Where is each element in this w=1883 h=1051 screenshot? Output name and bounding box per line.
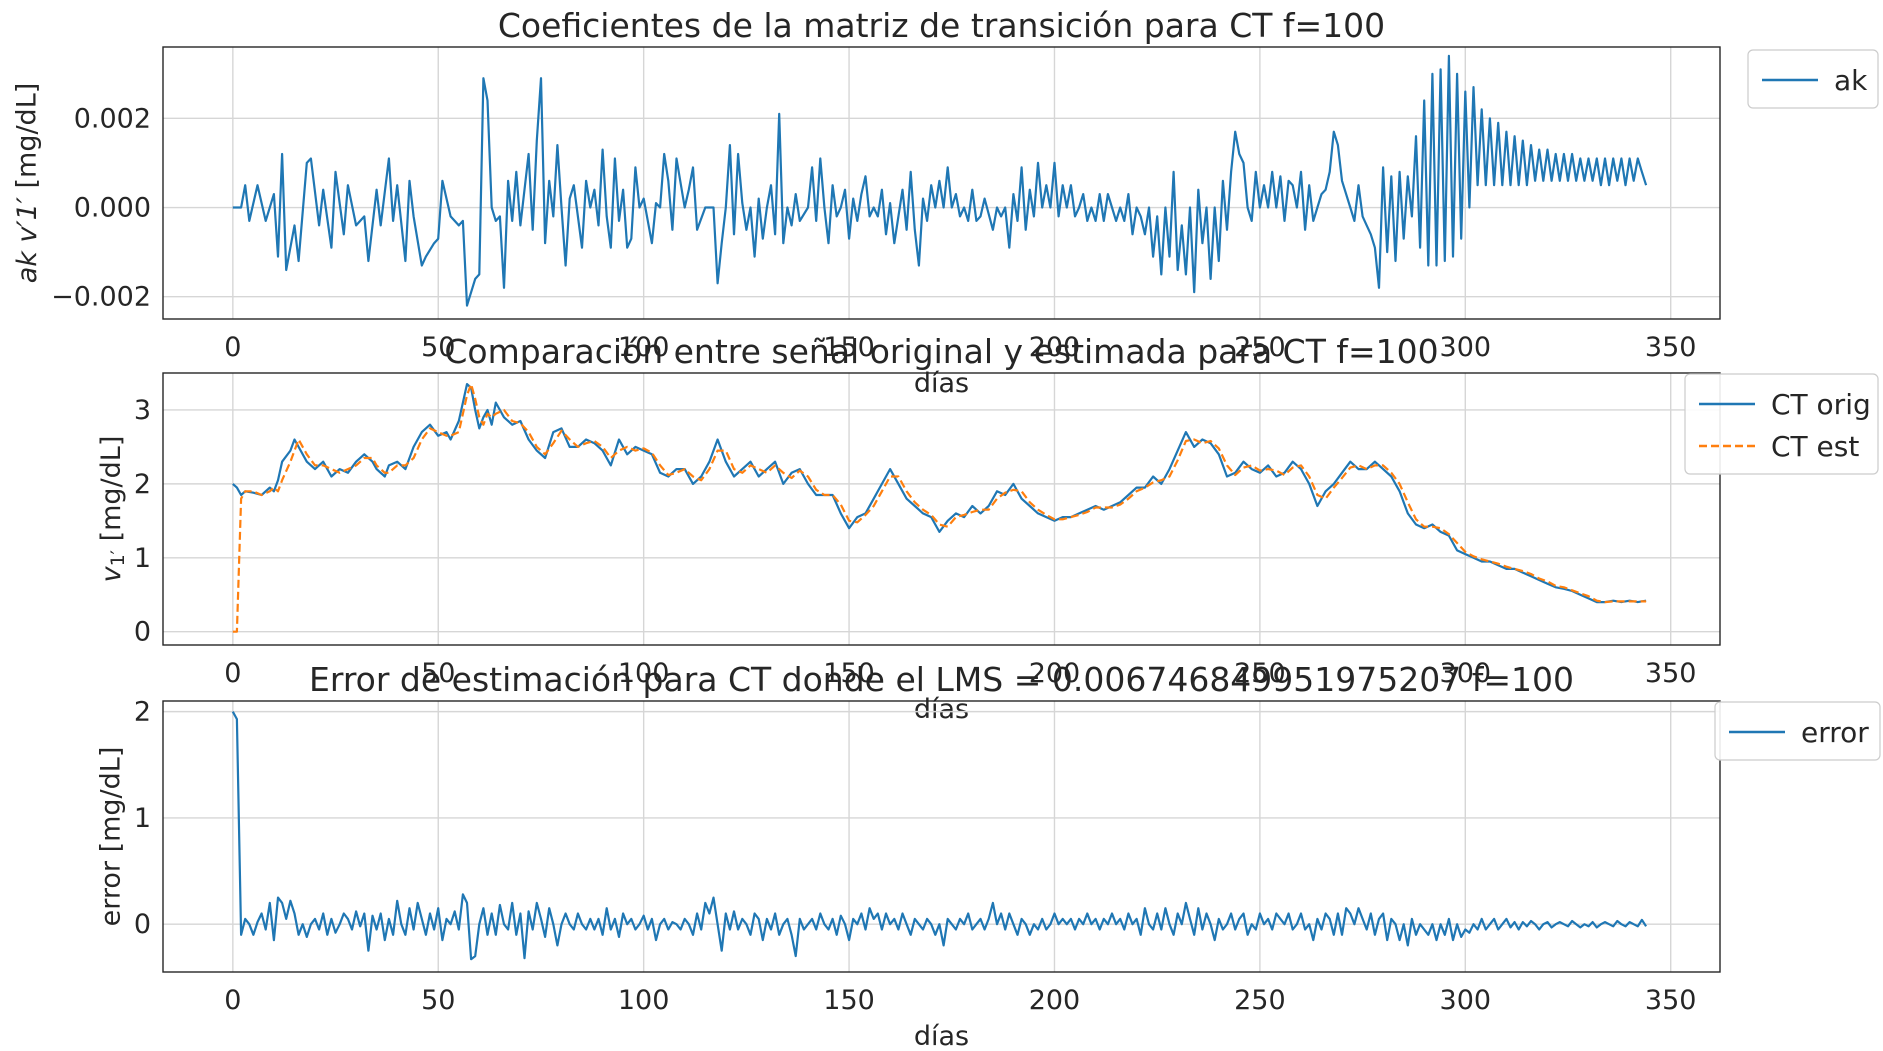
x-tick-label: 350	[1645, 332, 1697, 363]
legend: ak	[1747, 49, 1879, 109]
legend-label: ak	[1834, 64, 1868, 97]
series-line-ct-orig	[232, 383, 1647, 604]
x-tick-label: 100	[618, 332, 670, 363]
y-axis-label: error [mg/dL]	[96, 747, 127, 927]
x-tick-label: 350	[1645, 658, 1697, 689]
series-line-ak	[232, 54, 1648, 307]
y-tick-label: 2	[134, 697, 151, 728]
x-tick-label: 150	[823, 658, 875, 689]
legend-box	[1714, 701, 1881, 761]
y-tick-label: 3	[134, 395, 151, 426]
plot-frame	[162, 46, 1721, 320]
x-tick-label: 100	[618, 658, 670, 689]
x-tick-label: 250	[1234, 332, 1286, 363]
chart-panel-3: 0 50 100 150 200 250 300 350 0 1 2 días error [mg/dL…	[96, 660, 1881, 1051]
series-line-ct-est	[232, 383, 1647, 633]
x-tick-label: 100	[618, 985, 670, 1016]
legend-label: error	[1801, 716, 1869, 749]
x-tick-label: 200	[1029, 658, 1081, 689]
chart-title: Comparación entre señal original y estim…	[444, 332, 1438, 371]
y-tick-label: 0	[134, 909, 151, 940]
y-axis-label: v1′ [mg/dL]	[96, 436, 129, 583]
x-tick-label: 150	[823, 332, 875, 363]
y-tick-label: 0	[134, 617, 151, 648]
plot-frame	[162, 372, 1721, 646]
y-tick-label: 0.000	[74, 193, 151, 224]
x-tick-label: 50	[421, 332, 455, 363]
x-tick-label: 300	[1440, 332, 1492, 363]
x-tick-label: 350	[1645, 985, 1697, 1016]
chart-panel-1: 0 50 100 150 200 250 300 350−0.0020.0000.002día…	[12, 6, 1879, 399]
legend-box	[1684, 373, 1879, 475]
x-axis-label: días	[914, 694, 969, 725]
legend: CT orig CT est	[1684, 373, 1879, 475]
x-tick-label: 150	[823, 985, 875, 1016]
y-tick-label: 1	[134, 803, 151, 834]
x-tick-label: 300	[1440, 658, 1492, 689]
x-tick-label: 200	[1029, 332, 1081, 363]
chart-title: Coeficientes de la matriz de transición …	[498, 6, 1385, 45]
x-axis-label: días	[914, 1021, 969, 1051]
y-tick-label: 1	[134, 543, 151, 574]
chart-title: Error de estimación para CT donde el LMS…	[309, 660, 1574, 699]
x-tick-label: 300	[1440, 985, 1492, 1016]
x-tick-label: 50	[421, 658, 455, 689]
legend-label: CT orig	[1771, 388, 1871, 421]
x-tick-label: 250	[1234, 985, 1286, 1016]
legend-label: CT est	[1771, 430, 1859, 463]
plot-frame	[162, 700, 1721, 973]
x-tick-label: 200	[1029, 985, 1081, 1016]
x-tick-label: 0	[224, 658, 241, 689]
y-tick-label: 0.002	[74, 103, 151, 134]
x-tick-label: 0	[224, 332, 241, 363]
x-tick-label: 50	[421, 985, 455, 1016]
x-tick-label: 250	[1234, 658, 1286, 689]
y-tick-label: −0.002	[51, 282, 151, 313]
series-line-error	[231, 711, 1648, 961]
legend: error	[1714, 701, 1881, 761]
y-tick-label: 2	[134, 469, 151, 500]
x-tick-label: 0	[224, 985, 241, 1016]
y-axis-label: ak v′1′ [mg/dL]	[12, 83, 43, 284]
